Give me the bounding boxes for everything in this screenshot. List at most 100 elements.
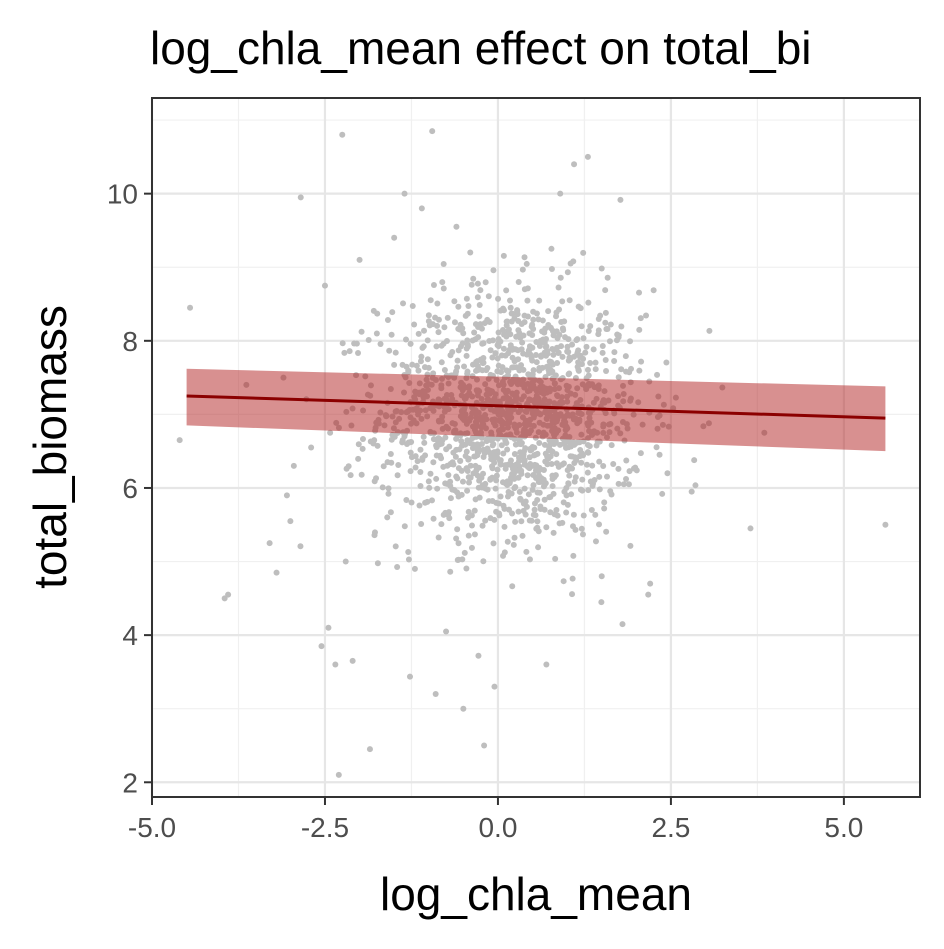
data-point — [553, 451, 560, 458]
data-point — [494, 466, 501, 473]
data-point — [521, 254, 528, 261]
data-point — [425, 312, 432, 319]
data-point — [507, 304, 514, 311]
data-point — [471, 531, 478, 538]
data-point — [531, 506, 538, 513]
data-point — [637, 450, 644, 457]
data-point — [425, 364, 432, 371]
data-point — [576, 439, 583, 446]
data-point — [342, 558, 349, 565]
data-point — [394, 564, 401, 571]
data-point — [497, 493, 504, 500]
data-point — [474, 280, 481, 287]
data-point — [570, 258, 577, 265]
data-point — [441, 324, 448, 331]
data-point — [408, 499, 415, 506]
data-point — [536, 478, 543, 485]
data-point — [614, 331, 621, 338]
data-point — [521, 485, 528, 492]
data-point — [395, 461, 402, 468]
data-point — [379, 484, 386, 491]
data-point — [636, 326, 643, 333]
data-point — [530, 316, 537, 323]
data-point — [563, 492, 570, 499]
data-point — [476, 301, 483, 308]
data-point — [543, 524, 550, 531]
data-point — [653, 444, 660, 451]
data-point — [451, 319, 458, 326]
data-point — [520, 507, 527, 514]
x-axis-title: log_chla_mean — [380, 868, 692, 920]
data-point — [587, 323, 594, 330]
data-point — [520, 366, 527, 373]
data-point — [599, 349, 606, 356]
data-point — [476, 313, 483, 320]
data-point — [513, 364, 520, 371]
data-point — [451, 298, 458, 305]
data-point — [562, 334, 569, 341]
data-point — [497, 461, 504, 468]
data-point — [511, 358, 518, 365]
data-point — [530, 482, 537, 489]
data-point — [548, 266, 555, 273]
data-point — [481, 742, 488, 749]
data-point — [420, 433, 427, 440]
data-point — [664, 470, 671, 477]
data-point — [566, 439, 573, 446]
data-point — [429, 128, 436, 135]
data-point — [607, 321, 614, 328]
data-point — [435, 316, 442, 323]
data-point — [626, 369, 633, 376]
data-point — [533, 467, 540, 474]
data-point — [392, 349, 399, 356]
data-point — [465, 303, 472, 310]
data-point — [602, 309, 609, 316]
data-point — [444, 314, 451, 321]
data-point — [654, 371, 661, 378]
data-point — [412, 464, 419, 471]
data-point — [473, 467, 480, 474]
data-point — [625, 481, 632, 488]
data-point — [515, 474, 522, 481]
data-point — [535, 316, 542, 323]
data-point — [415, 330, 422, 337]
data-point — [490, 540, 497, 547]
data-point — [374, 560, 381, 567]
data-point — [462, 312, 469, 319]
data-point — [512, 484, 519, 491]
data-point — [463, 352, 470, 359]
data-point — [500, 252, 507, 259]
data-point — [489, 474, 496, 481]
data-point — [569, 575, 576, 582]
data-point — [627, 542, 634, 549]
data-point — [643, 312, 650, 319]
data-point — [564, 343, 571, 350]
data-point — [595, 327, 602, 334]
data-point — [585, 299, 592, 306]
data-point — [656, 451, 663, 458]
data-point — [407, 340, 414, 347]
data-point — [515, 508, 522, 515]
data-point — [479, 484, 486, 491]
data-point — [457, 458, 464, 465]
x-tick-label: -5.0 — [128, 812, 176, 843]
data-point — [472, 496, 479, 503]
data-point — [533, 359, 540, 366]
data-point — [449, 459, 456, 466]
data-point — [528, 355, 535, 362]
data-point — [598, 265, 605, 272]
data-point — [509, 583, 516, 590]
data-point — [518, 320, 525, 327]
data-point — [564, 501, 571, 508]
data-point — [553, 460, 560, 467]
data-point — [442, 434, 449, 441]
data-point — [371, 478, 378, 485]
data-point — [536, 440, 543, 447]
data-point — [600, 462, 607, 469]
data-point — [549, 483, 556, 490]
data-point — [519, 266, 526, 273]
data-point — [355, 441, 362, 448]
data-point — [590, 346, 597, 353]
data-point — [526, 517, 533, 524]
data-point — [468, 544, 475, 551]
